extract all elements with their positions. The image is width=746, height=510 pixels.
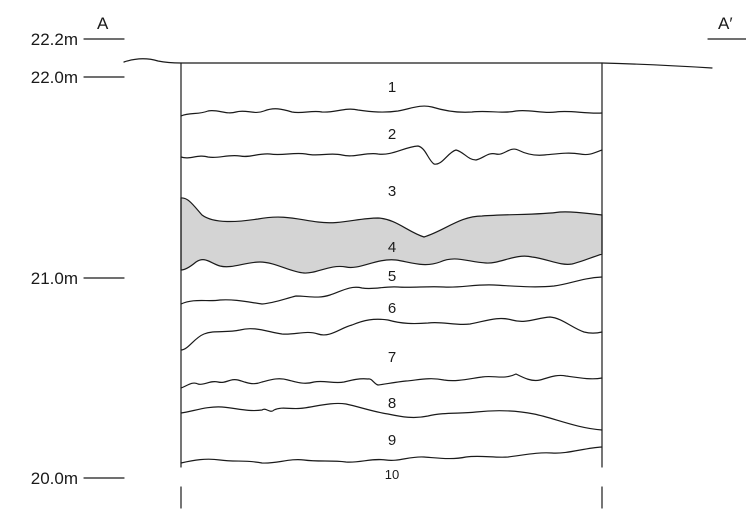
- layer-label-7: 7: [388, 349, 396, 366]
- elevation-label-22-0: 22.0m: [31, 68, 78, 87]
- layer-label-1: 1: [388, 79, 396, 96]
- ground-surface-line: [123, 58, 713, 69]
- section-end-label: A′: [718, 14, 733, 33]
- boundary-1-2: [180, 105, 603, 117]
- layer-label-9: 9: [388, 432, 396, 449]
- layer-label-4: 4: [388, 239, 396, 256]
- section-start-label: A: [97, 14, 109, 33]
- layer-label-5: 5: [388, 268, 396, 285]
- boundary-8-9: [180, 402, 603, 431]
- boundary-2-3: [180, 145, 603, 165]
- layer-label-6: 6: [388, 300, 396, 317]
- elevation-label-20-0: 20.0m: [31, 469, 78, 488]
- boundary-5-6: [180, 276, 603, 305]
- layer-4-shading: [180, 197, 603, 274]
- elevation-label-21-0: 21.0m: [31, 269, 78, 288]
- boundary-9-10: [180, 446, 603, 464]
- layer-label-10: 10: [385, 467, 399, 482]
- boundary-7-8: [180, 373, 603, 389]
- layer-label-8: 8: [388, 395, 396, 412]
- layer-label-2: 2: [388, 126, 396, 143]
- elevation-label-22-2: 22.2m: [31, 30, 78, 49]
- layer-label-3: 3: [388, 183, 396, 200]
- boundary-6-7: [180, 316, 603, 351]
